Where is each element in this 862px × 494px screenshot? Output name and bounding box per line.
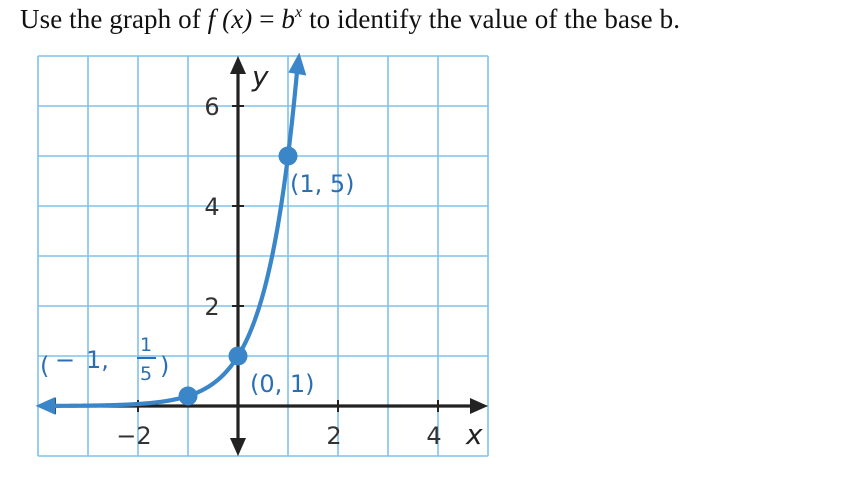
point-label-neg-one: 1, [86,346,109,374]
points-layer [178,146,298,406]
point-label-0-1: (0, 1) [250,370,315,398]
y-tick-label: 4 [204,193,219,221]
equals-sign: = [252,4,282,34]
point-label-paren-open: ( [40,352,49,380]
y-axis-label: y [251,60,269,93]
y-tick-label: 6 [204,93,219,121]
exponent: x [295,4,303,21]
question-tail: to identify the value of the base b. [302,4,681,34]
x-tick-label: 4 [426,422,441,450]
labels-layer: −2 2 4 2 4 6 x y (1, 5) (0, 1) (−1, 1 5) [40,60,483,451]
data-point [278,146,298,166]
x-axis-arrow-right [470,398,488,414]
base-symbol: b [281,4,296,34]
point-label-fraction-numerator: 1 [140,334,152,356]
function-name: f [207,4,216,34]
point-label-fraction-denominator: 5 [140,363,152,385]
function-argument: (x) [215,4,253,34]
x-tick-label: 2 [326,422,341,450]
question-lead: Use the graph of [20,4,208,34]
curve-arrow-top [288,52,307,76]
point-label-minus: − [55,346,75,374]
y-tick-label: 2 [204,293,219,321]
data-point [178,386,198,406]
question-text: Use the graph of f (x) = bx to identify … [20,4,680,35]
y-axis-arrow-up [230,56,246,74]
curve-line [53,66,300,408]
data-point [228,346,248,366]
point-label-1-5: (1, 5) [290,170,355,198]
curve-layer [35,52,307,415]
point-label-paren-close: ) [160,352,169,380]
x-axis-label: x [465,418,483,451]
x-tick-label: −2 [116,422,151,450]
y-axis-arrow-down [230,438,246,456]
curve-arrow-left [35,396,56,415]
